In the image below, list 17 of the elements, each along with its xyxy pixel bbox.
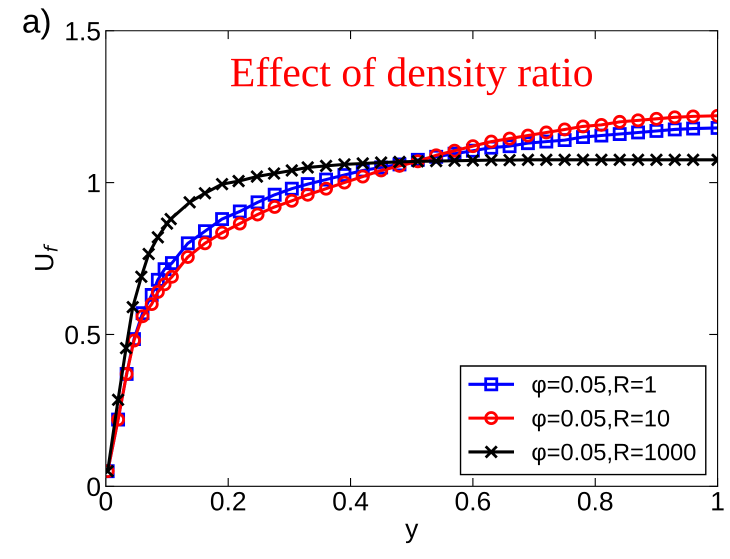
y-tick-label: 0 xyxy=(87,477,100,496)
x-tick-label: 0 xyxy=(100,492,112,511)
x-tick-label: 1 xyxy=(712,492,724,510)
y-tick-label: 0.5 xyxy=(65,326,100,344)
legend-label: φ=0.05,R=1 xyxy=(532,376,656,398)
x-tick-label: 0.8 xyxy=(578,492,612,511)
y-tick-label: 1.5 xyxy=(66,22,100,41)
text: a) xyxy=(23,8,50,40)
legend-label: φ=0.05,R=10 xyxy=(532,410,670,432)
text: Effect of density ratio xyxy=(231,56,592,96)
x-tick-label: 0.4 xyxy=(333,492,368,511)
y-tick-label: 1 xyxy=(88,174,100,192)
x-axis-title: y xyxy=(405,524,418,544)
y-axis-title: U$_{f}$ xyxy=(35,244,58,270)
legend-label: φ=0.05,R=1000 xyxy=(532,444,696,466)
x-tick-label: 0.6 xyxy=(456,492,490,511)
x-tick-label: 0.2 xyxy=(210,492,246,511)
